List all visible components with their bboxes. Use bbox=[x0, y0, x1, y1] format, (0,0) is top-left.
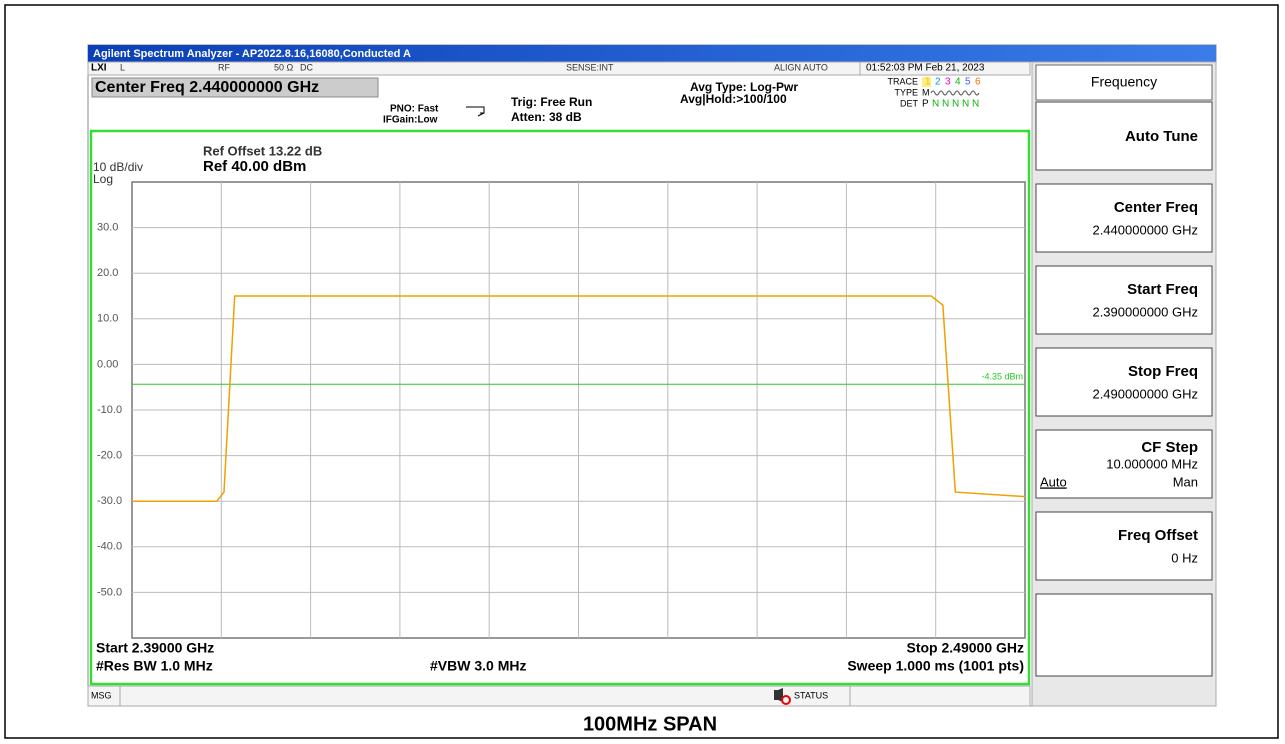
window-title: Agilent Spectrum Analyzer - AP2022.8.16,… bbox=[93, 48, 411, 60]
datetime: 01:52:03 PM Feb 21, 2023 bbox=[866, 63, 985, 74]
trace-number: 2 bbox=[935, 77, 941, 88]
trace-label: TRACE bbox=[887, 76, 918, 86]
sweep: Sweep 1.000 ms (1001 pts) bbox=[847, 658, 1024, 674]
det-value: N bbox=[932, 99, 939, 110]
det-value: N bbox=[972, 99, 979, 110]
trig: Trig: Free Run bbox=[511, 95, 592, 109]
softkey[interactable] bbox=[1035, 593, 1213, 677]
menu-header bbox=[1035, 64, 1213, 101]
input: L bbox=[120, 62, 125, 72]
y-tick-label: -50.0 bbox=[97, 586, 122, 598]
softkey-label: Freq Offset bbox=[1118, 527, 1198, 544]
rbw: #Res BW 1.0 MHz bbox=[96, 658, 213, 674]
det-value: N bbox=[942, 99, 949, 110]
scale: 10 dB/div bbox=[93, 160, 143, 174]
softkey-value: 2.390000000 GHz bbox=[1092, 304, 1198, 319]
center-freq-entry: Center Freq 2.440000000 GHz bbox=[95, 79, 319, 96]
status-bar bbox=[87, 685, 1031, 707]
impedance: 50 Ω bbox=[274, 62, 294, 72]
det-value: P bbox=[922, 99, 929, 110]
trace-number: 5 bbox=[965, 77, 971, 88]
det-label: DET bbox=[900, 98, 919, 108]
msg: MSG bbox=[91, 690, 112, 700]
trace-highlight bbox=[922, 77, 931, 87]
softkey-label: Stop Freq bbox=[1128, 363, 1198, 380]
sense: SENSE:INT bbox=[566, 62, 614, 72]
rf: RF bbox=[218, 62, 230, 72]
caption: 100MHz SPAN bbox=[583, 713, 717, 735]
softkey[interactable] bbox=[1035, 265, 1213, 335]
stop-freq: Stop 2.49000 GHz bbox=[907, 640, 1025, 656]
trace bbox=[132, 295, 1026, 502]
det-value: N bbox=[962, 99, 969, 110]
softkey-option[interactable]: Man bbox=[1173, 474, 1198, 489]
vbw: #VBW 3.0 MHz bbox=[430, 658, 526, 674]
y-tick-label: 30.0 bbox=[97, 222, 118, 234]
atten: Atten: 38 dB bbox=[511, 110, 582, 124]
start-freq: Start 2.39000 GHz bbox=[96, 640, 214, 656]
y-tick-label: -20.0 bbox=[97, 450, 122, 462]
trace-number: 6 bbox=[975, 77, 981, 88]
softkey-label: Center Freq bbox=[1114, 199, 1198, 216]
trig-icon bbox=[466, 106, 485, 117]
menu-title: Frequency bbox=[1091, 74, 1157, 90]
softkey-value: 2.440000000 GHz bbox=[1092, 222, 1198, 237]
y-tick-label: 20.0 bbox=[97, 267, 118, 279]
ifgain: IFGain:Low bbox=[383, 115, 438, 126]
trace-number: 1 bbox=[925, 77, 931, 88]
title-bar bbox=[88, 45, 1216, 62]
softkey-label: Auto Tune bbox=[1125, 128, 1198, 145]
y-tick-label: 10.0 bbox=[97, 313, 118, 325]
softkey-value: 0 Hz bbox=[1171, 550, 1198, 565]
softkey[interactable] bbox=[1035, 511, 1213, 581]
active-function-box bbox=[91, 77, 379, 98]
y-tick-label: -10.0 bbox=[97, 404, 122, 416]
type-label: TYPE bbox=[894, 87, 918, 97]
softkey-value: 2.490000000 GHz bbox=[1092, 386, 1198, 401]
softkey-option[interactable]: Auto bbox=[1040, 474, 1067, 489]
status-row bbox=[87, 61, 1031, 76]
trace-number: 4 bbox=[955, 77, 961, 88]
y-tick-label: -40.0 bbox=[97, 541, 122, 553]
align: ALIGN AUTO bbox=[774, 62, 828, 72]
plot-frame bbox=[89, 129, 1031, 686]
softkey[interactable] bbox=[1035, 429, 1213, 499]
det-value: N bbox=[952, 99, 959, 110]
lxi: LXI bbox=[91, 63, 107, 74]
trace-number: 3 bbox=[945, 77, 951, 88]
display-line-label: -4.35 dBm bbox=[981, 372, 1023, 382]
status-icon bbox=[774, 688, 791, 705]
y-tick-label: 0.00 bbox=[97, 358, 118, 370]
ref-level: Ref 40.00 dBm bbox=[203, 158, 306, 175]
ref-offset: Ref Offset 13.22 dB bbox=[203, 143, 322, 158]
softkey[interactable] bbox=[1035, 347, 1213, 417]
softkey[interactable] bbox=[1035, 183, 1213, 253]
status[interactable]: STATUS bbox=[794, 690, 828, 700]
softkey[interactable] bbox=[1035, 101, 1213, 171]
softkey-value: 10.000000 MHz bbox=[1106, 456, 1198, 471]
softkey-label: Start Freq bbox=[1127, 281, 1198, 298]
avg-hold: Avg|Hold:>100/100 bbox=[680, 92, 787, 106]
type-value: M bbox=[922, 87, 930, 97]
pno: PNO: Fast bbox=[390, 104, 439, 115]
avg-type: Avg Type: Log-Pwr bbox=[690, 80, 798, 94]
softkey-label: CF Step bbox=[1141, 439, 1198, 456]
log-label: Log bbox=[93, 172, 113, 186]
y-tick-label: -30.0 bbox=[97, 495, 122, 507]
type-squiggle bbox=[930, 90, 980, 96]
coupling: DC bbox=[300, 62, 313, 72]
